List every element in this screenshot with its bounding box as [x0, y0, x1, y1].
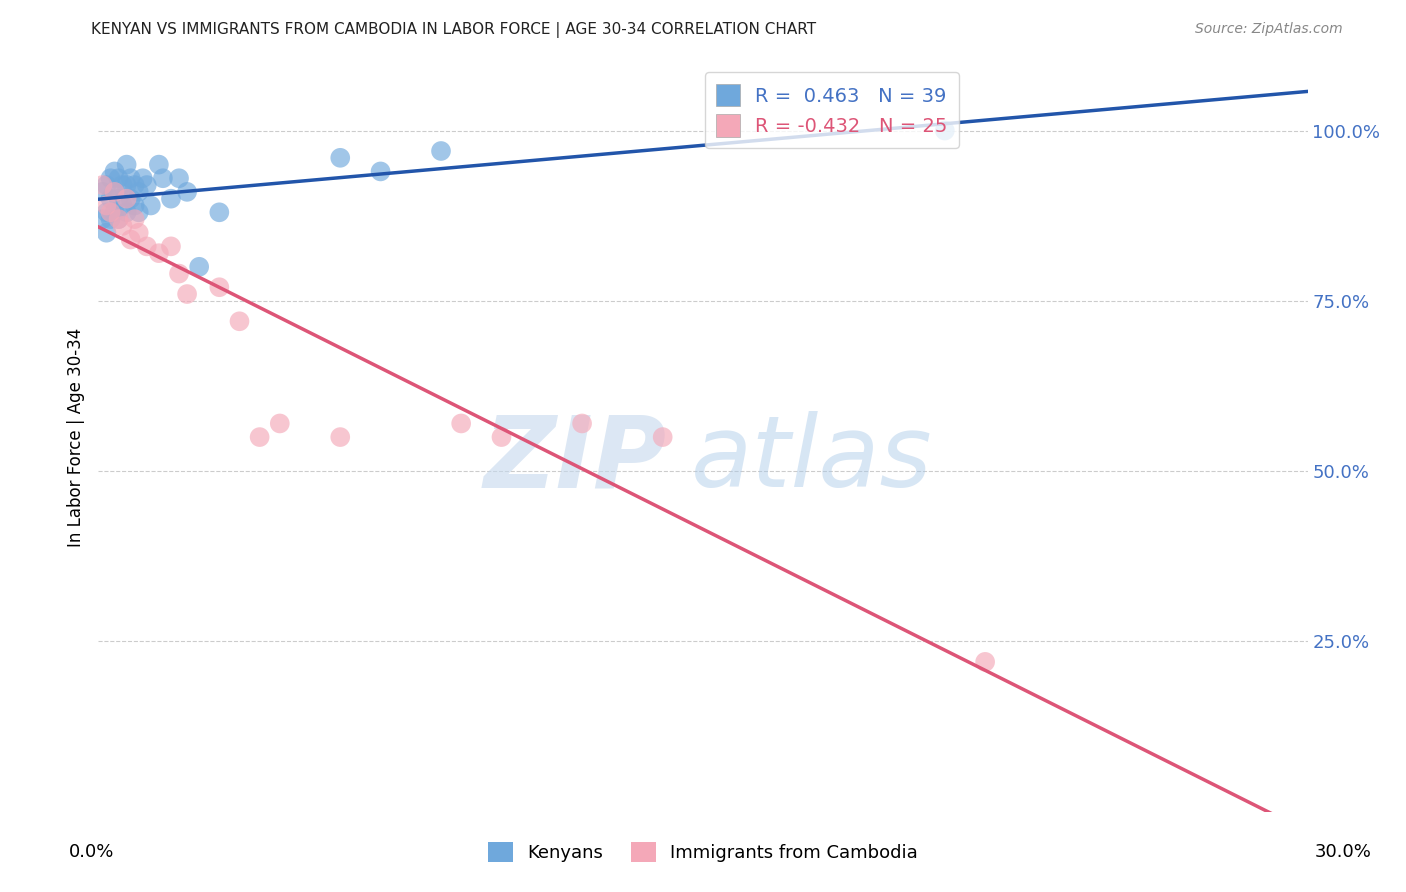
Point	[228, 314, 250, 328]
Point	[167, 171, 190, 186]
Point	[934, 123, 956, 137]
Text: atlas: atlas	[690, 411, 932, 508]
Point	[103, 185, 125, 199]
Point	[115, 192, 138, 206]
Point	[176, 287, 198, 301]
Point	[491, 430, 513, 444]
Point	[111, 198, 134, 212]
Point	[128, 226, 150, 240]
Point	[430, 144, 453, 158]
Y-axis label: In Labor Force | Age 30-34: In Labor Force | Age 30-34	[67, 327, 86, 547]
Point	[96, 198, 118, 212]
Point	[188, 260, 211, 274]
Point	[111, 178, 134, 192]
Point	[107, 171, 129, 186]
Point	[148, 246, 170, 260]
Point	[107, 212, 129, 227]
Point	[100, 205, 122, 219]
Point	[120, 233, 142, 247]
Point	[249, 430, 271, 444]
Text: KENYAN VS IMMIGRANTS FROM CAMBODIA IN LABOR FORCE | AGE 30-34 CORRELATION CHART: KENYAN VS IMMIGRANTS FROM CAMBODIA IN LA…	[91, 22, 817, 38]
Point	[100, 171, 122, 186]
Point	[135, 239, 157, 253]
Point	[160, 192, 183, 206]
Point	[103, 164, 125, 178]
Point	[269, 417, 291, 431]
Point	[91, 185, 114, 199]
Point	[120, 171, 142, 186]
Point	[160, 239, 183, 253]
Text: ZIP: ZIP	[484, 411, 666, 508]
Point	[370, 164, 392, 178]
Point	[132, 171, 155, 186]
Point	[115, 158, 138, 172]
Point	[107, 192, 129, 206]
Point	[128, 185, 150, 199]
Point	[111, 219, 134, 233]
Point	[176, 185, 198, 199]
Point	[115, 178, 138, 192]
Text: 0.0%: 0.0%	[69, 843, 114, 861]
Point	[167, 267, 190, 281]
Point	[91, 212, 114, 227]
Text: Source: ZipAtlas.com: Source: ZipAtlas.com	[1195, 22, 1343, 37]
Point	[124, 212, 146, 227]
Point	[91, 178, 114, 192]
Text: 30.0%: 30.0%	[1315, 843, 1371, 861]
Point	[974, 655, 997, 669]
Legend: R =  0.463   N = 39, R = -0.432   N = 25: R = 0.463 N = 39, R = -0.432 N = 25	[704, 72, 959, 148]
Point	[651, 430, 673, 444]
Point	[139, 198, 162, 212]
Point	[148, 158, 170, 172]
Point	[96, 178, 118, 192]
Point	[208, 205, 231, 219]
Point	[571, 417, 593, 431]
Point	[96, 205, 118, 219]
Point	[96, 226, 118, 240]
Point	[124, 178, 146, 192]
Point	[100, 192, 122, 206]
Point	[103, 205, 125, 219]
Point	[329, 430, 352, 444]
Point	[115, 205, 138, 219]
Point	[107, 212, 129, 227]
Point	[208, 280, 231, 294]
Point	[124, 198, 146, 212]
Point	[329, 151, 352, 165]
Legend: Kenyans, Immigrants from Cambodia: Kenyans, Immigrants from Cambodia	[481, 834, 925, 870]
Point	[128, 205, 150, 219]
Point	[450, 417, 472, 431]
Point	[152, 171, 174, 186]
Point	[120, 192, 142, 206]
Point	[103, 185, 125, 199]
Point	[100, 212, 122, 227]
Point	[135, 178, 157, 192]
